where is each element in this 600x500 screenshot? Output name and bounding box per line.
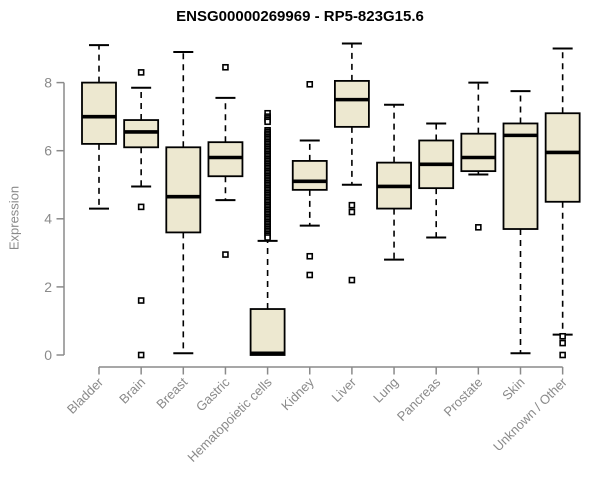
- outlier-point: [306, 81, 314, 88]
- x-category-label-liver: Liver: [328, 374, 359, 405]
- box-breast: [165, 50, 202, 355]
- iqr-box: [544, 112, 581, 203]
- iqr-box: [291, 160, 328, 191]
- x-category-label-kidney: Kidney: [278, 374, 317, 413]
- x-category-label-brain: Brain: [116, 375, 148, 407]
- outlier-point: [264, 234, 271, 241]
- outlier-point: [348, 201, 356, 209]
- y-tick-label: 2: [44, 279, 52, 295]
- outlier-point: [222, 251, 229, 258]
- box-hematopoietic-cells: [249, 109, 286, 356]
- outlier-point: [559, 332, 566, 340]
- y-tick-label: 8: [44, 75, 52, 91]
- outlier-point: [475, 224, 482, 231]
- outlier-point: [137, 297, 145, 304]
- outlier-point: [306, 271, 314, 279]
- y-tick-label: 4: [44, 211, 52, 227]
- x-category-label-unknown-other: Unknown / Other: [490, 374, 570, 454]
- iqr-box: [502, 122, 539, 230]
- box-liver: [333, 42, 370, 284]
- x-category-label-pancreas: Pancreas: [394, 374, 444, 424]
- outlier-point: [306, 252, 314, 260]
- outlier-point: [559, 339, 566, 347]
- outlier-point: [137, 351, 145, 359]
- x-category-label-lung: Lung: [370, 375, 401, 406]
- outlier-point: [559, 351, 566, 359]
- outlier-point: [264, 118, 271, 126]
- outlier-point: [137, 203, 145, 211]
- iqr-box: [81, 81, 117, 145]
- outlier-point: [222, 63, 229, 71]
- outlier-point: [137, 69, 145, 76]
- box-prostate: [460, 81, 497, 231]
- chart-title: ENSG00000269969 - RP5-823G15.6: [176, 8, 424, 25]
- box-kidney: [291, 81, 328, 279]
- box-unknown-other: [544, 47, 581, 359]
- iqr-box: [333, 79, 370, 128]
- x-category-label-bladder: Bladder: [64, 374, 107, 417]
- outlier-point: [348, 208, 356, 216]
- box-skin: [502, 90, 539, 355]
- iqr-box: [165, 146, 202, 234]
- x-category-label-skin: Skin: [499, 375, 527, 403]
- box-gastric: [207, 63, 244, 258]
- y-tick-label: 0: [44, 347, 52, 363]
- box-bladder: [81, 44, 117, 210]
- iqr-box: [460, 132, 497, 173]
- x-category-label-prostate: Prostate: [441, 375, 486, 420]
- iqr-box: [249, 308, 286, 356]
- box-pancreas: [418, 122, 455, 239]
- x-category-label-breast: Breast: [153, 374, 190, 411]
- outlier-point: [348, 276, 356, 284]
- x-category-label-gastric: Gastric: [193, 374, 233, 414]
- box-lung: [376, 103, 412, 261]
- y-tick-label: 6: [44, 143, 52, 159]
- box-brain: [123, 69, 160, 359]
